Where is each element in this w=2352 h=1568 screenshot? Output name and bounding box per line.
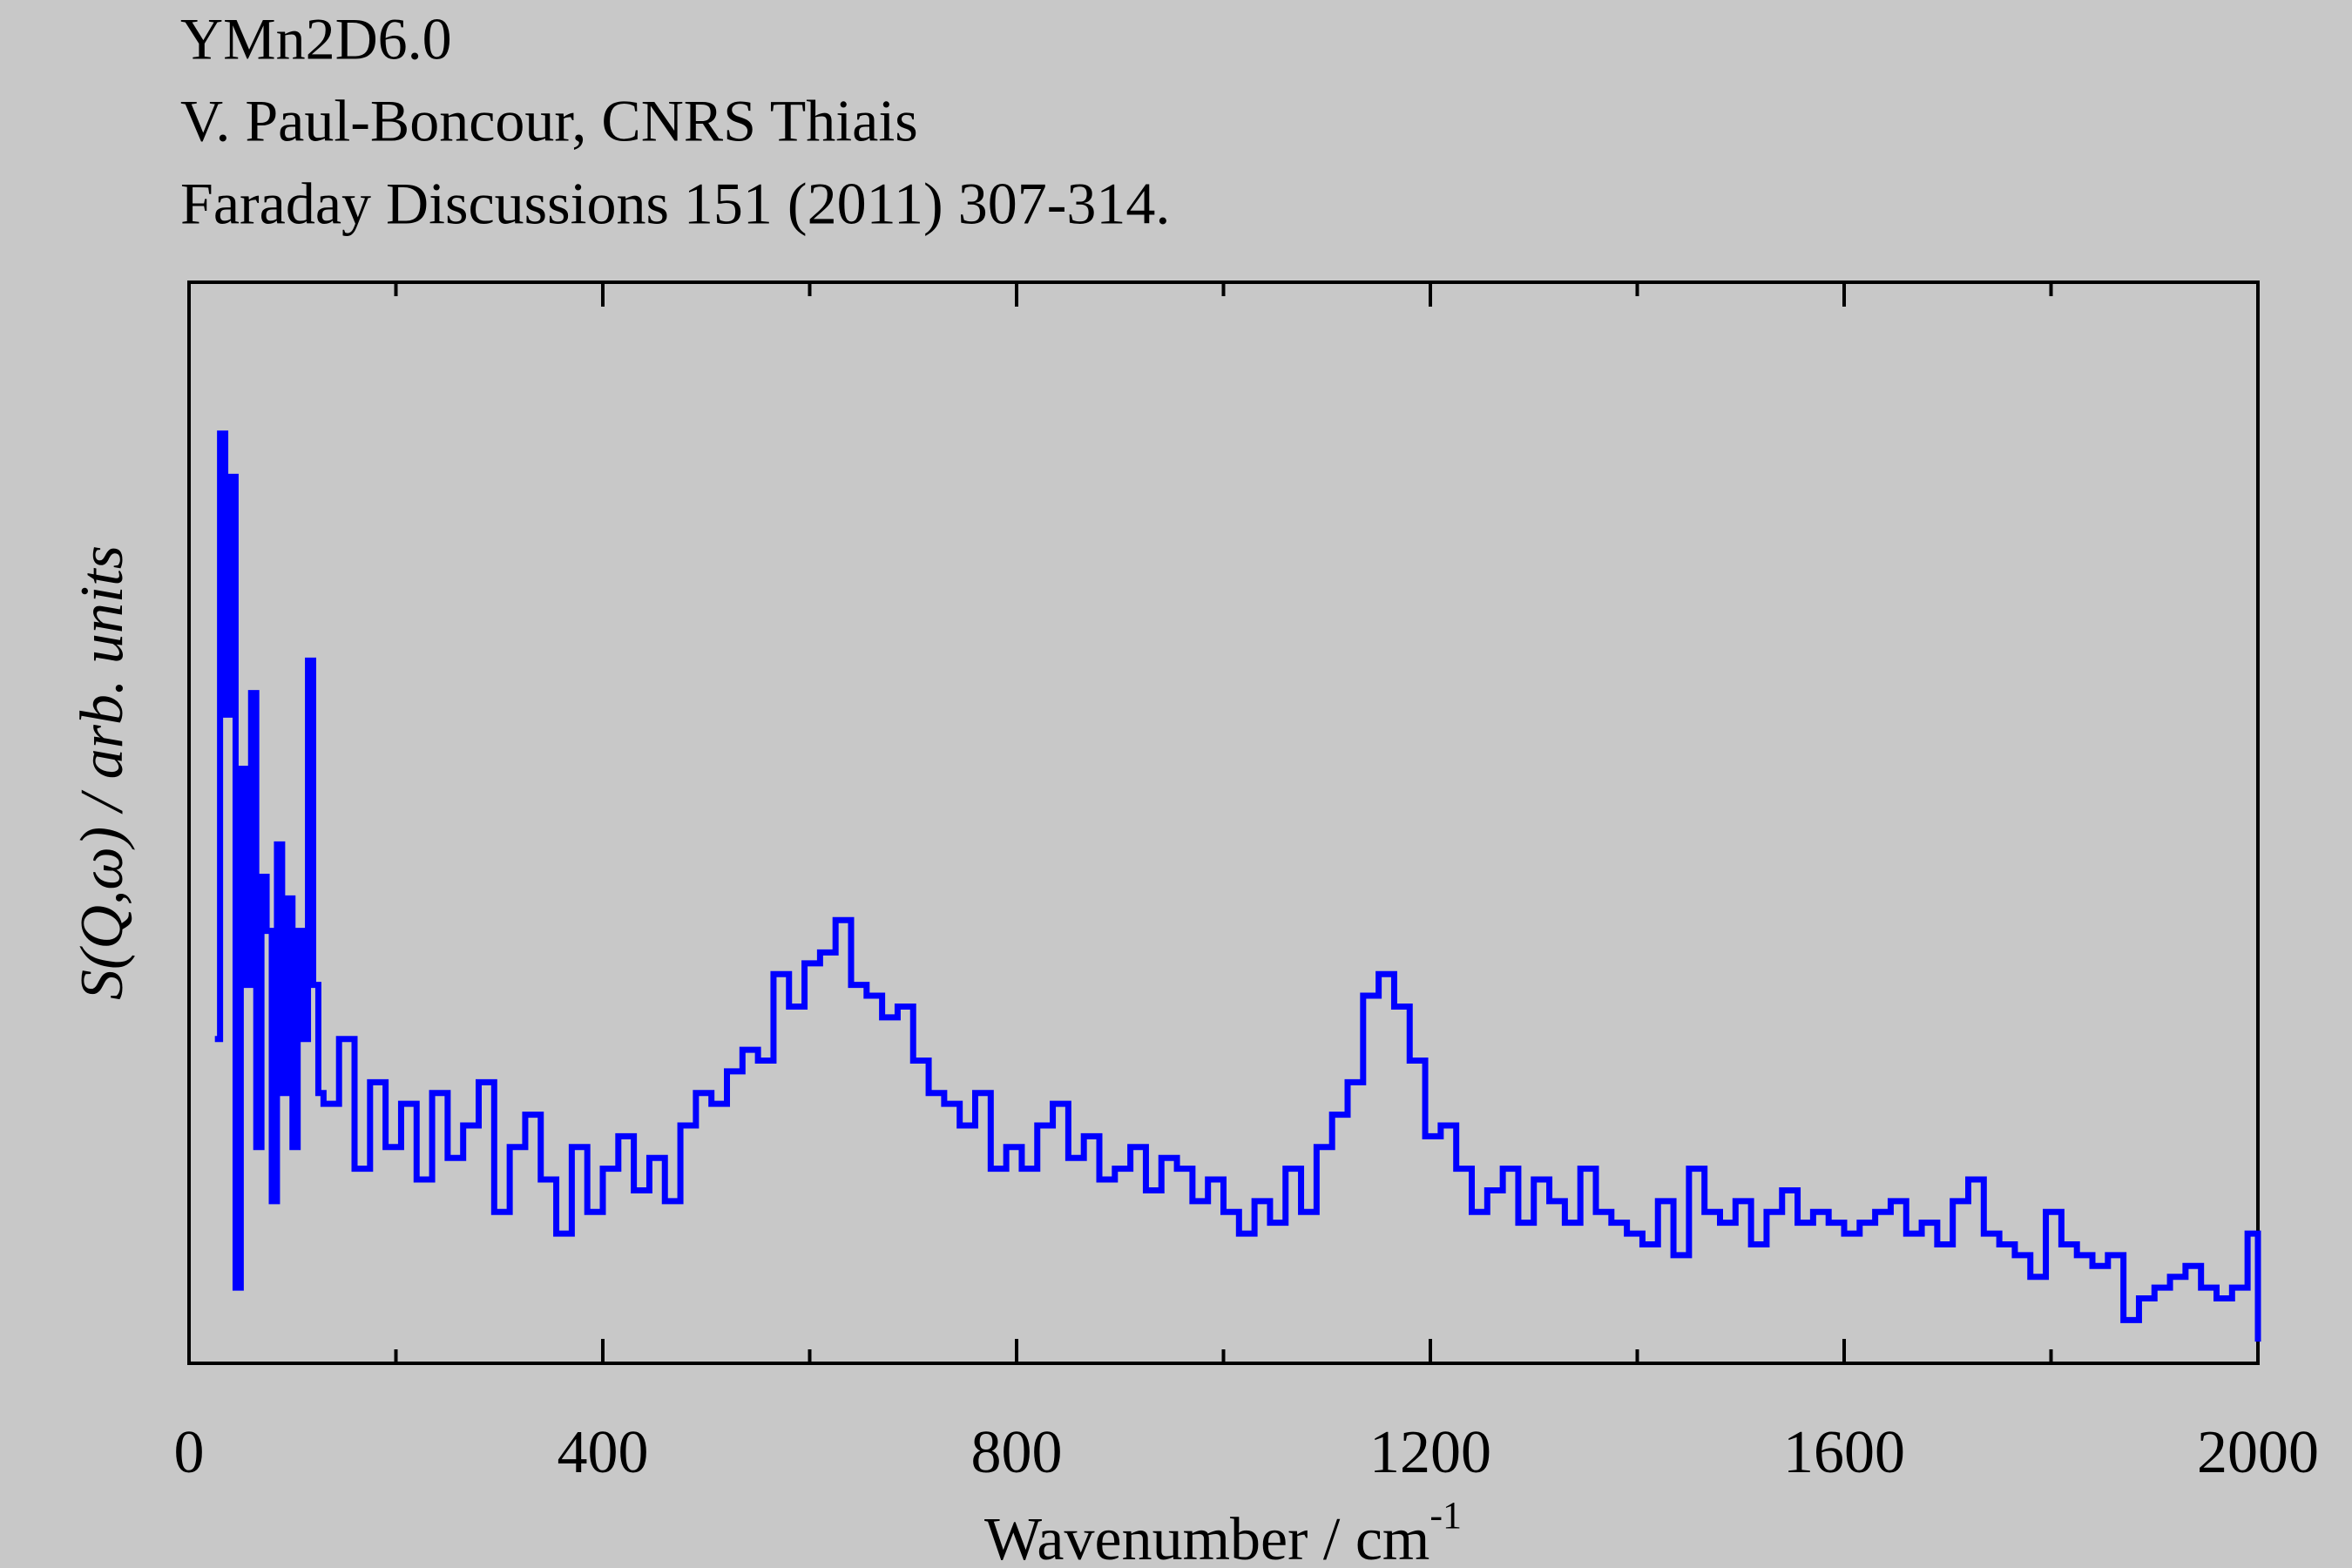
subtitle: Faraday Discussions 151 (2011) 307-314.: [180, 171, 1170, 237]
x-tick-label: 1600: [1783, 1419, 1905, 1486]
spectrum-line: [214, 430, 2261, 1342]
x-tick-label: 0: [174, 1419, 205, 1486]
y-axis-label: S(Q,ω) / arb. units: [69, 545, 136, 1000]
subtitle: V. Paul-Boncour, CNRS Thiais: [180, 88, 918, 154]
x-axis-label: Wavenumber / cm-1: [984, 1494, 1462, 1568]
chart-title: YMn2D6.0: [180, 6, 452, 72]
x-axis-label-text: Wavenumber / cm: [984, 1506, 1429, 1568]
x-tick-label: 1200: [1369, 1419, 1491, 1486]
x-tick-label: 2000: [2197, 1419, 2319, 1486]
x-tick-label: 800: [971, 1419, 1063, 1486]
x-axis-label-superscript: -1: [1429, 1494, 1462, 1537]
x-tick-label: 400: [558, 1419, 649, 1486]
